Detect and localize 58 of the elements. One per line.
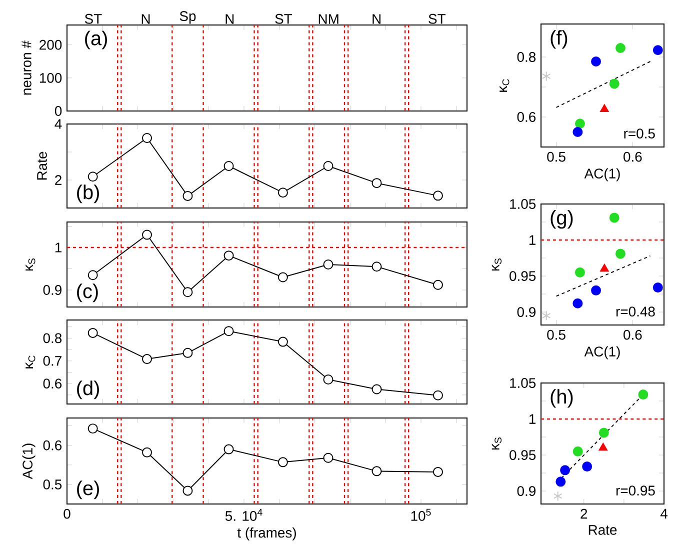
y-tick-label: 100 [40,72,62,83]
text: NM [318,14,338,24]
y-tick-label: 0.6 [43,378,62,389]
x-tick-label: 5. 10$^{4}$ [225,508,262,521]
y-tick-label: 1 [55,242,62,252]
y-tick-label: 2 [55,175,62,185]
y-axis-title: neuron # [22,40,32,95]
x-tick-label: 0 [64,508,70,519]
x-axis-title: t (frames) [237,527,296,540]
y-tick-label: 1 [529,414,536,424]
text: ST [428,14,446,24]
y-tick-label: 0.9 [43,285,62,295]
y-tick-label: 0 [54,106,62,116]
y-tick-label: 200 [40,40,62,50]
y-tick-label: 0.9 [517,486,536,496]
x-tick-label: 4 [660,508,668,518]
y-tick-label: 0.8 [517,52,536,62]
x-tick-label: 2 [580,508,588,519]
text: N [226,14,234,24]
annotation: (e) [77,480,99,500]
x-axis-title: Rate [588,525,617,535]
text: N [142,14,150,24]
annotation: (h) [550,389,573,408]
text: Sp [180,11,196,24]
y-axis-title: κ$_{S}$ [492,437,502,450]
annotation: r=0.5 [624,128,655,138]
y-axis-title: Rate [37,152,47,180]
x-axis-title: AC(1) [584,346,620,360]
y-tick-label: 0.8 [43,333,62,344]
text: ST [275,14,292,24]
annotation: (b) [77,184,99,204]
y-axis-title: κ$_{S}$ [492,258,502,271]
y-axis-title: κ$_{S}$ [26,258,36,271]
y-axis-title: AC(1) [22,444,36,480]
y-tick-label: 0.95 [510,271,536,281]
y-tick-label: 4 [54,119,62,129]
x-tick-label: 10$^{5}$ [411,508,431,521]
y-tick-label: 0.7 [43,356,62,366]
annotation: (f) [550,30,568,49]
annotation: r=0.48 [616,306,655,317]
annotation: (a) [85,30,107,50]
y-tick-label: 0.6 [43,440,62,450]
y-tick-label: 1 [529,235,536,245]
y-tick-label: 0.6 [517,112,536,122]
annotation: r=0.95 [616,486,655,496]
y-tick-label: 0.95 [510,450,536,460]
y-axis-title: κ$_{C}$ [26,356,36,368]
y-axis-title: κ$_{C}$ [500,79,510,92]
annotation: (c) [77,284,98,302]
y-tick-label: 1.05 [510,199,536,209]
y-tick-label: 0.5 [43,480,62,490]
text: ST [84,14,102,24]
y-tick-label: 1.05 [510,378,536,388]
x-axis-title: AC(1) [584,168,620,182]
y-tick-label: 0.9 [517,307,536,317]
annotation: (g) [550,210,573,229]
text: N [372,14,380,24]
annotation: (d) [77,380,99,400]
